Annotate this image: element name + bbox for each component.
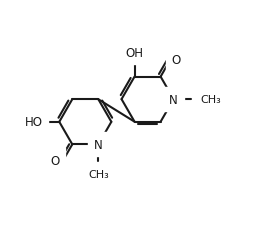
Text: OH: OH bbox=[126, 47, 144, 60]
Text: N: N bbox=[169, 93, 178, 106]
Text: HO: HO bbox=[25, 116, 43, 129]
Text: O: O bbox=[50, 154, 59, 167]
Text: CH₃: CH₃ bbox=[88, 169, 109, 179]
Text: O: O bbox=[172, 54, 181, 67]
Text: CH₃: CH₃ bbox=[200, 95, 221, 105]
Text: N: N bbox=[94, 138, 103, 151]
